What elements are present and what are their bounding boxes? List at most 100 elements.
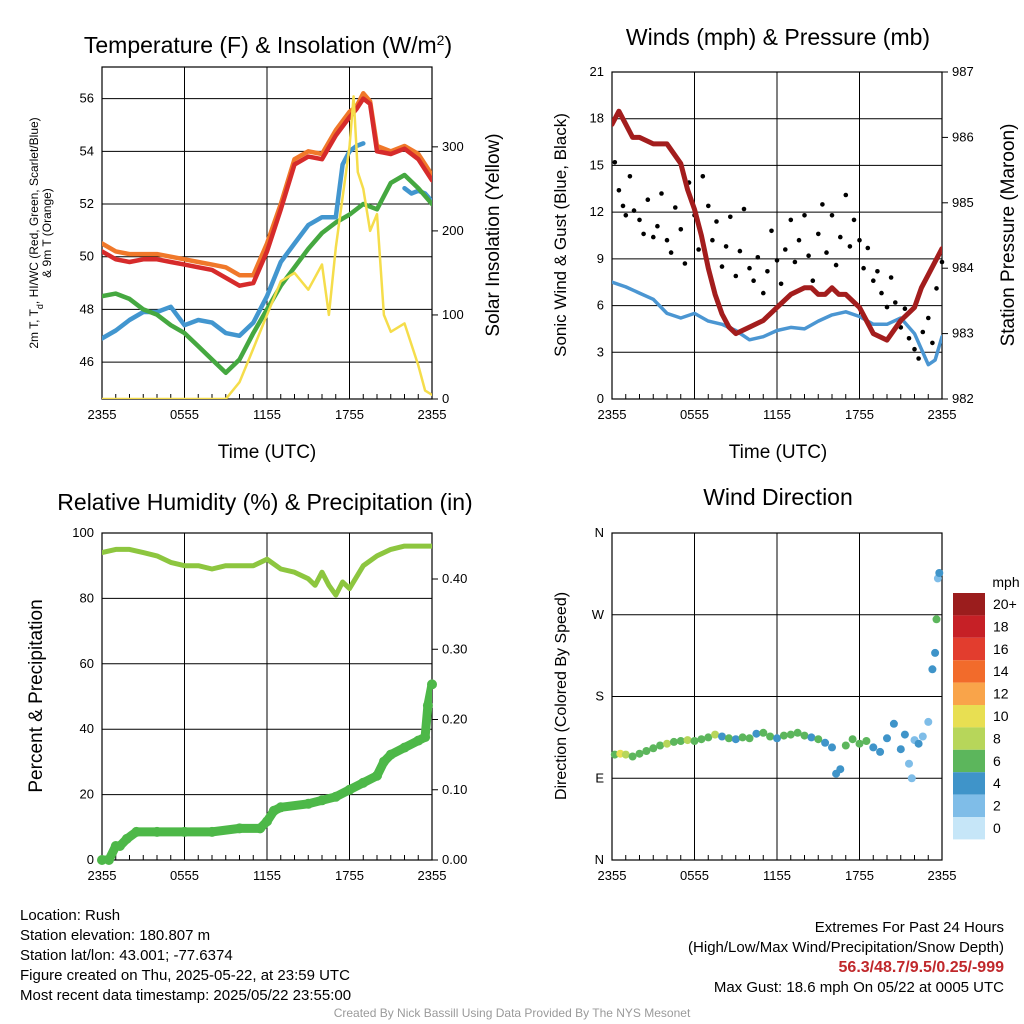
y-tick-label: 100 — [72, 525, 94, 540]
wind-left-axis-title: Sonic Wind & Gust (Blue, Black) — [551, 113, 570, 357]
right-tick-label: 0.00 — [442, 852, 467, 867]
gust-point — [751, 278, 756, 284]
direction-point — [745, 734, 754, 743]
gust-point — [902, 306, 908, 312]
legend-swatch — [953, 637, 985, 661]
right-tick-label: 0.20 — [442, 712, 467, 727]
x-tick-label: 2355 — [88, 407, 117, 422]
gust-point — [879, 290, 884, 296]
gust-point — [774, 258, 780, 263]
direction-point — [928, 665, 937, 674]
precipitation-point — [399, 742, 410, 753]
gust-point — [857, 237, 862, 243]
y-tick-label: 46 — [80, 354, 94, 369]
direction-point — [738, 733, 747, 742]
y-tick-label: 20 — [80, 787, 94, 802]
direction-point — [683, 736, 692, 745]
direction-point — [907, 774, 916, 783]
precipitation-point — [262, 816, 272, 827]
legend-label: 2 — [993, 798, 1001, 814]
direction-point — [690, 737, 699, 745]
direction-point — [828, 743, 836, 752]
legend-swatch — [953, 817, 985, 840]
x-tick-label: 2355 — [418, 407, 447, 422]
gust-point — [645, 197, 651, 202]
temperature-series-line — [102, 96, 432, 288]
precipitation-point — [358, 777, 369, 788]
y-tick-label: 15 — [590, 157, 604, 172]
gust-point — [939, 259, 945, 265]
right-tick-label: 0.10 — [442, 782, 467, 797]
gust-point — [906, 336, 912, 341]
gust-point — [769, 228, 774, 234]
direction-point — [779, 731, 788, 740]
right-tick-label: 985 — [952, 195, 974, 210]
right-tick-label: 987 — [952, 64, 974, 79]
precipitation-point — [427, 679, 437, 690]
gust-point — [723, 244, 729, 249]
right-tick-label: 986 — [952, 129, 974, 144]
direction-point — [704, 733, 713, 742]
speed-color-legend: mph 20+ 18 16 14 12 10 8 6 4 2 0 — [953, 574, 1020, 840]
gust-point — [651, 234, 656, 240]
extremes-info: Extremes For Past 24 Hours (High/Low/Max… — [688, 918, 1004, 998]
gust-point — [664, 237, 670, 243]
y-tick-label: 52 — [80, 196, 94, 211]
winds-pressure-plot: 2355 0555 1155 1755 235503691215182198298398… — [590, 64, 974, 422]
direction-point — [663, 739, 671, 748]
x-tick-label: 1755 — [335, 868, 364, 883]
legend-label: 20+ — [993, 596, 1017, 612]
gust-point — [916, 356, 921, 361]
gust-point — [682, 261, 688, 266]
station-location: Location: Rush — [20, 907, 121, 924]
legend-label: 0 — [993, 820, 1001, 836]
right-tick-label: 0.30 — [442, 641, 467, 656]
direction-point — [711, 730, 720, 739]
direction-point — [718, 732, 726, 741]
direction-point — [821, 738, 830, 747]
wind-speed-line — [612, 280, 942, 367]
right-tick-label: 983 — [952, 326, 974, 341]
direction-point — [855, 739, 864, 748]
direction-point — [935, 569, 944, 577]
direction-point — [724, 734, 733, 743]
x-tick-label: 1755 — [845, 868, 874, 883]
x-tick-label: 2355 — [928, 868, 957, 883]
figure-created: Figure created on Thu, 2025-05-22, at 23… — [20, 967, 350, 984]
gust-point — [875, 269, 880, 274]
precipitation-point — [114, 841, 125, 851]
gust-point — [623, 213, 629, 218]
direction-point — [793, 728, 802, 737]
direction-point — [914, 739, 923, 748]
y-tick-label: 48 — [80, 301, 94, 316]
direction-point — [876, 747, 885, 756]
legend-label: 8 — [993, 730, 1001, 746]
y-tick-label: 56 — [80, 91, 94, 106]
y-tick-label: 60 — [80, 656, 94, 671]
gust-point — [678, 227, 684, 232]
direction-point — [773, 734, 781, 743]
right-tick-label: 200 — [442, 223, 464, 238]
direction-point — [656, 741, 665, 750]
extremes-values: 56.3/48.7/9.5/0.25/-999 — [838, 959, 1004, 976]
legend-swatch — [953, 749, 985, 773]
gust-point — [816, 231, 821, 237]
direction-left-axis-title: Direction (Colored By Speed) — [553, 592, 570, 800]
pressure-right-axis-title: Station Pressure (Maroon) — [998, 124, 1019, 347]
temperature-panel-title: Temperature (F) & Insolation (W/m2) — [84, 32, 452, 58]
humidity-left-axis-title: Percent & Precipitation — [26, 599, 47, 792]
temperature-insolation-plot: 2355 0555 1155 1755 2355 46 48 50 52 54 56 0 100 200 3… — [80, 66, 464, 422]
right-tick-label: 300 — [442, 139, 464, 154]
gust-point — [920, 329, 926, 335]
precipitation-point — [275, 802, 286, 813]
precipitation-point — [317, 795, 327, 806]
y-tick-label: 21 — [590, 64, 604, 79]
svg-text:& 9m T (Orange): & 9m T (Orange) — [40, 188, 54, 278]
x-tick-label: 2355 — [418, 868, 447, 883]
direction-point — [932, 615, 941, 624]
precipitation-point — [255, 823, 266, 834]
gust-point — [627, 174, 633, 179]
y-tick-label: 50 — [80, 249, 94, 264]
right-tick-label: 984 — [952, 260, 974, 275]
x-tick-label: 1155 — [253, 407, 281, 422]
